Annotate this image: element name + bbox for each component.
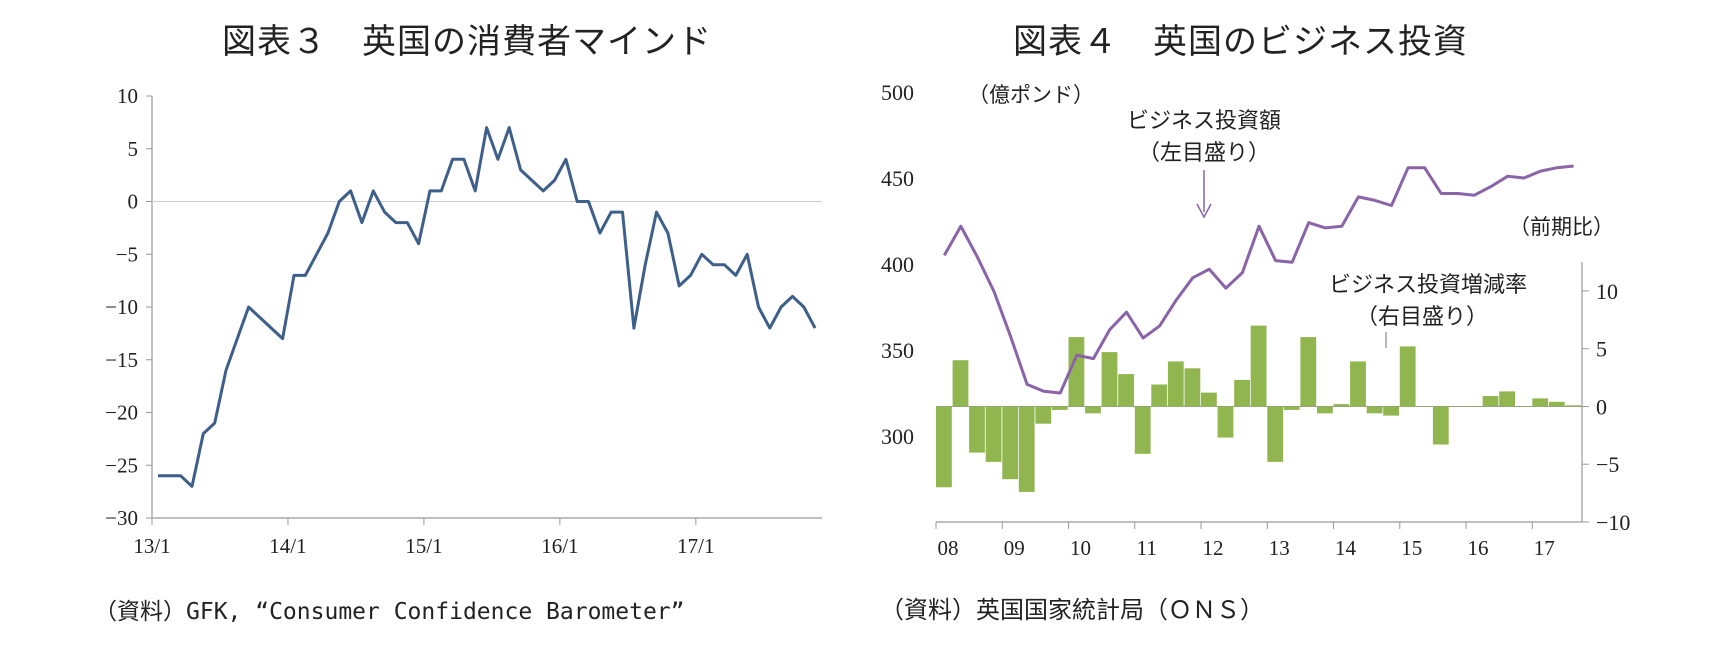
right-chart-title: 図表４ 英国のビジネス投資 bbox=[1013, 22, 1468, 62]
x-tick-label: 14 bbox=[1335, 536, 1357, 560]
annotation-investment-label: （左目盛り） bbox=[1138, 141, 1270, 166]
investment-growth-bar bbox=[1085, 406, 1101, 414]
investment-growth-bar bbox=[1300, 337, 1317, 407]
investment-growth-bar bbox=[1449, 406, 1466, 407]
right-y-tick-label: 5 bbox=[1596, 337, 1607, 362]
x-tick-label: 17/1 bbox=[677, 534, 714, 558]
investment-growth-bar bbox=[1018, 406, 1035, 492]
investment-growth-bar bbox=[1548, 401, 1565, 407]
investment-growth-bar bbox=[1184, 368, 1201, 407]
right-y-tick-label: −5 bbox=[1596, 452, 1619, 477]
business-investment-chart: 500 450 400 350 300 （億ポンド） 10 5 0 −5 −10 （前期比） 08 09 1… bbox=[881, 80, 1630, 560]
investment-growth-bar bbox=[1333, 404, 1350, 407]
investment-growth-bar bbox=[1565, 405, 1582, 407]
investment-growth-bar bbox=[1532, 398, 1549, 407]
investment-growth-bar bbox=[1383, 406, 1399, 416]
x-tick-label: 08 bbox=[938, 536, 959, 560]
investment-growth-bar bbox=[1515, 406, 1532, 407]
y-tick-label: 5 bbox=[128, 137, 139, 161]
investment-growth-bar bbox=[1051, 406, 1068, 410]
annotation-growth-label: ビジネス投資増減率 bbox=[1329, 273, 1527, 298]
annotation-arrow-head bbox=[1196, 203, 1212, 219]
y-tick-label: −30 bbox=[105, 506, 138, 530]
investment-growth-bar bbox=[1466, 406, 1482, 407]
investment-growth-bar bbox=[936, 406, 952, 488]
y-tick-label: −10 bbox=[105, 295, 138, 319]
left-y-tick-label: 350 bbox=[881, 338, 914, 363]
left-y-tick-label: 450 bbox=[881, 166, 914, 191]
y-tick-label: 0 bbox=[128, 190, 139, 214]
investment-growth-bar bbox=[1217, 406, 1234, 438]
right-axis-unit: （前期比） bbox=[1509, 215, 1614, 239]
x-tick-label: 15 bbox=[1401, 536, 1422, 560]
investment-growth-bar bbox=[1101, 352, 1118, 407]
consumer-confidence-chart: 10 5 0 −5 −10 −15 −20 −25 −30 13/1 14/1 15/1 16/1 17/… bbox=[105, 84, 822, 558]
right-y-tick-label: 10 bbox=[1596, 279, 1618, 304]
investment-growth-bar bbox=[1366, 406, 1383, 414]
investment-growth-bar bbox=[1118, 374, 1134, 407]
left-y-tick-label: 500 bbox=[881, 80, 914, 105]
investment-growth-bar bbox=[1283, 406, 1300, 410]
x-tick-label: 16/1 bbox=[541, 534, 578, 558]
x-tick-label: 09 bbox=[1004, 536, 1025, 560]
x-tick-label: 13 bbox=[1269, 536, 1290, 560]
investment-growth-bar bbox=[1002, 406, 1019, 480]
x-tick-label: 15/1 bbox=[405, 534, 442, 558]
investment-growth-bar bbox=[1399, 346, 1416, 407]
y-tick-label: 10 bbox=[117, 84, 138, 108]
x-tick-label: 14/1 bbox=[269, 534, 306, 558]
x-tick-label: 17 bbox=[1534, 536, 1555, 560]
left-axis-unit: （億ポンド） bbox=[968, 83, 1094, 107]
left-source-note: （資料）GFK, “Consumer Confidence Barometer” bbox=[94, 599, 685, 625]
investment-growth-bar bbox=[1234, 379, 1250, 407]
investment-growth-bar bbox=[1151, 384, 1168, 407]
investment-growth-bar bbox=[1035, 406, 1052, 424]
y-tick-label: −5 bbox=[116, 242, 138, 266]
y-tick-label: −20 bbox=[105, 401, 138, 425]
investment-growth-bar bbox=[952, 360, 969, 407]
left-chart-title: 図表３ 英国の消費者マインド bbox=[222, 22, 712, 62]
right-y-tick-label: −10 bbox=[1596, 510, 1630, 535]
investment-growth-bar bbox=[1201, 392, 1217, 407]
investment-growth-bar bbox=[1499, 391, 1515, 407]
x-tick-label: 12 bbox=[1203, 536, 1224, 560]
left-y-tick-label: 400 bbox=[881, 252, 914, 277]
right-source-note: （資料）英国国家統計局（ＯＮＳ） bbox=[880, 596, 1264, 624]
x-tick-label: 16 bbox=[1468, 536, 1489, 560]
investment-growth-bar bbox=[969, 406, 985, 453]
investment-growth-bar bbox=[1350, 361, 1366, 407]
investment-growth-bar bbox=[1432, 406, 1449, 445]
annotation-investment-label: ビジネス投資額 bbox=[1127, 109, 1281, 134]
investment-growth-bar bbox=[1482, 396, 1499, 407]
investment-growth-bar bbox=[1317, 406, 1333, 414]
x-tick-label: 13/1 bbox=[133, 534, 170, 558]
left-y-tick-label: 300 bbox=[881, 424, 914, 449]
x-tick-label: 10 bbox=[1070, 536, 1091, 560]
y-tick-label: −25 bbox=[105, 453, 138, 477]
annotation-growth-label: （右目盛り） bbox=[1356, 305, 1488, 330]
investment-growth-bar bbox=[1167, 361, 1184, 407]
investment-growth-bar bbox=[1267, 406, 1284, 462]
investment-growth-bar bbox=[1416, 406, 1433, 407]
investment-growth-bar bbox=[985, 406, 1002, 462]
y-tick-label: −15 bbox=[105, 348, 138, 372]
x-tick-label: 11 bbox=[1137, 536, 1157, 560]
investment-growth-bar bbox=[1134, 406, 1151, 454]
right-y-tick-label: 0 bbox=[1596, 394, 1607, 419]
investment-growth-bar bbox=[1250, 325, 1267, 407]
